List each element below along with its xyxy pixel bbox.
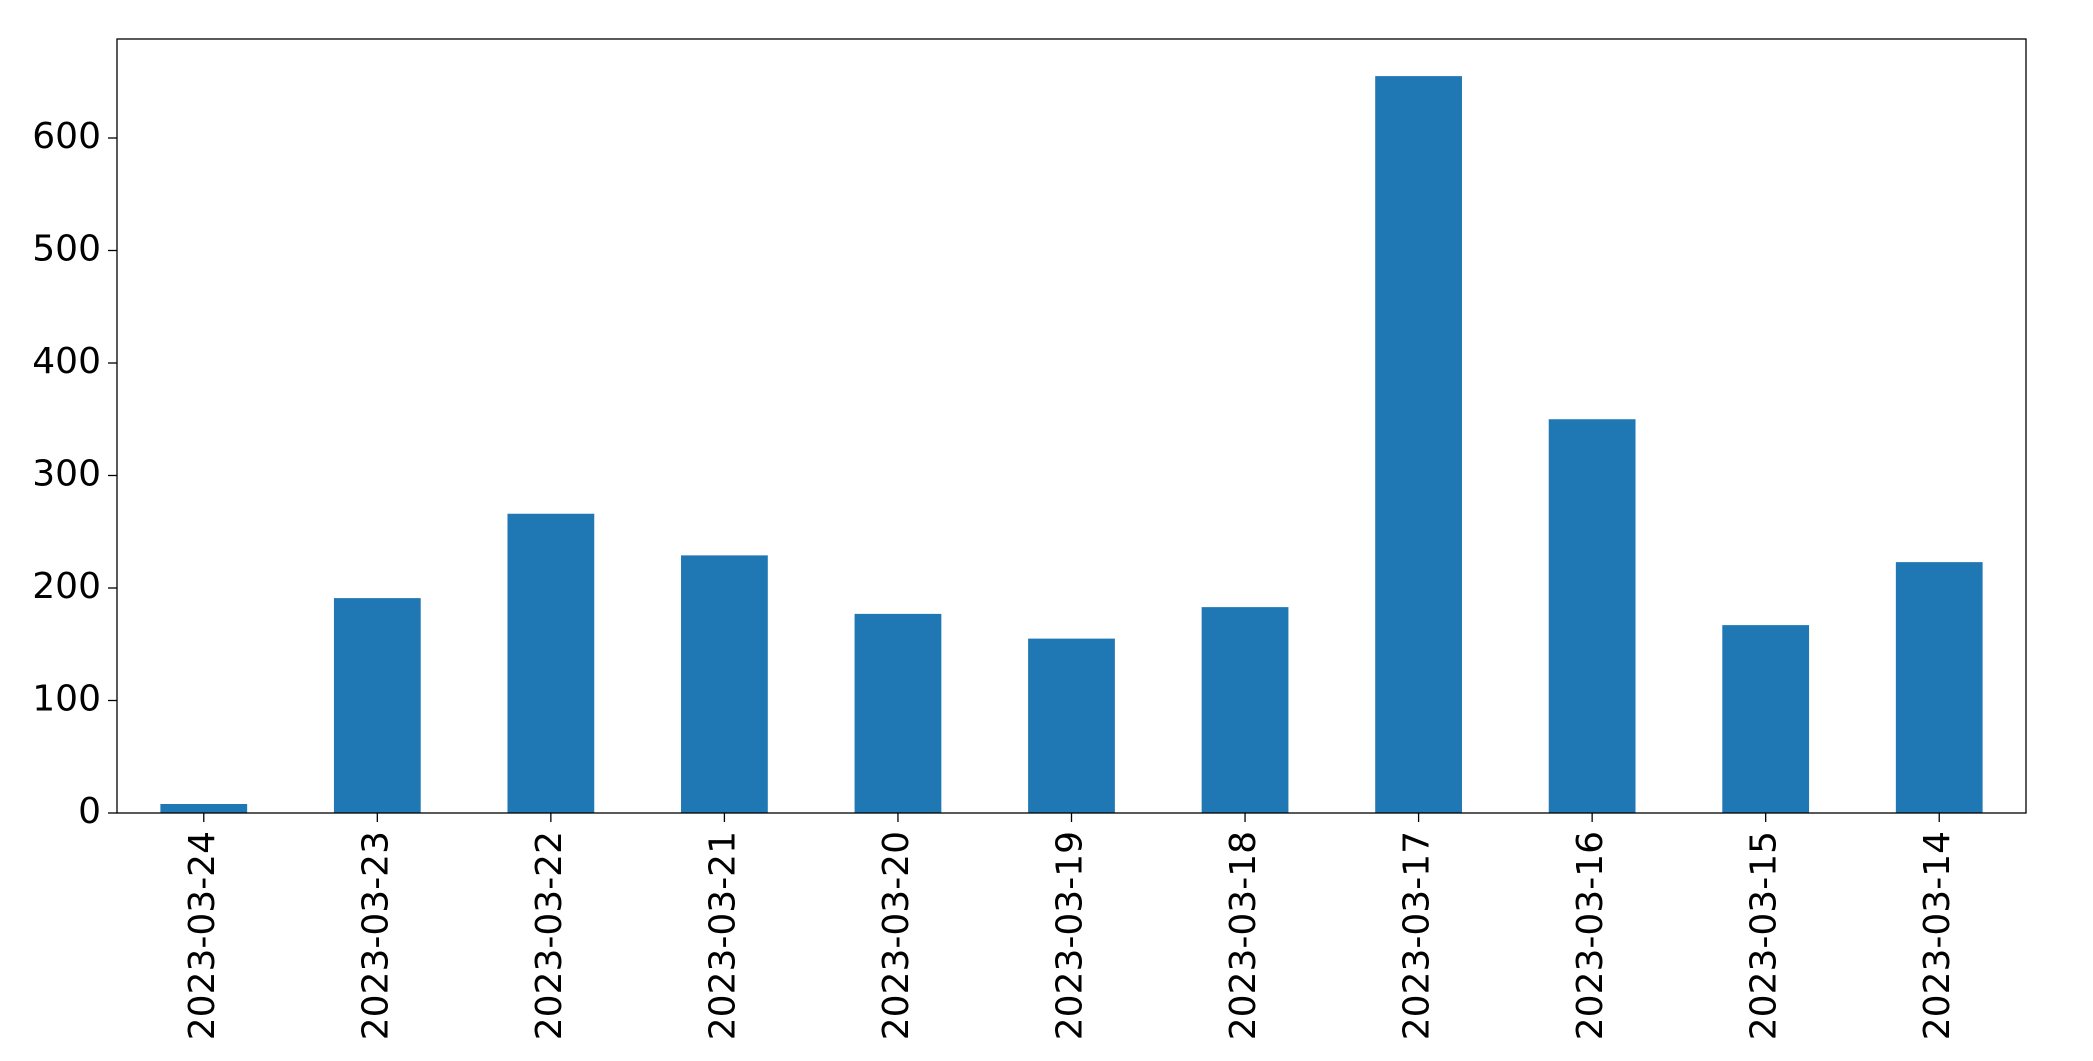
y-tick-label: 200	[32, 566, 101, 607]
bar	[1028, 638, 1115, 813]
y-tick-label: 100	[32, 679, 101, 720]
y-tick-label: 300	[32, 454, 101, 495]
y-tick-label: 0	[78, 791, 101, 832]
x-tick-label: 2023-03-18	[1223, 831, 1264, 1040]
bar	[681, 555, 768, 813]
x-tick-label: 2023-03-17	[1397, 831, 1438, 1040]
bar	[507, 513, 595, 813]
y-tick-label: 400	[32, 341, 101, 382]
x-tick-label: 2023-03-23	[355, 831, 396, 1040]
bar	[1548, 419, 1636, 813]
x-tick-label: 2023-03-14	[1917, 831, 1958, 1040]
x-tick-label: 2023-03-21	[702, 831, 743, 1040]
plot-frame	[116, 38, 2027, 814]
y-tick-label: 600	[32, 116, 101, 157]
y-tick-label: 500	[32, 229, 101, 270]
bar	[1722, 625, 1810, 813]
x-tick-label: 2023-03-16	[1570, 831, 1611, 1040]
x-tick-label: 2023-03-22	[529, 831, 570, 1040]
x-tick-label: 2023-03-15	[1744, 831, 1785, 1040]
bar	[160, 804, 248, 813]
bar	[1375, 76, 1462, 813]
bar	[854, 613, 942, 813]
bar	[333, 598, 421, 813]
x-tick-label: 2023-03-19	[1050, 831, 1091, 1040]
bar	[1895, 562, 1983, 813]
bar	[1201, 607, 1289, 813]
x-tick-label: 2023-03-24	[182, 831, 223, 1040]
x-tick-label: 2023-03-20	[876, 831, 917, 1040]
